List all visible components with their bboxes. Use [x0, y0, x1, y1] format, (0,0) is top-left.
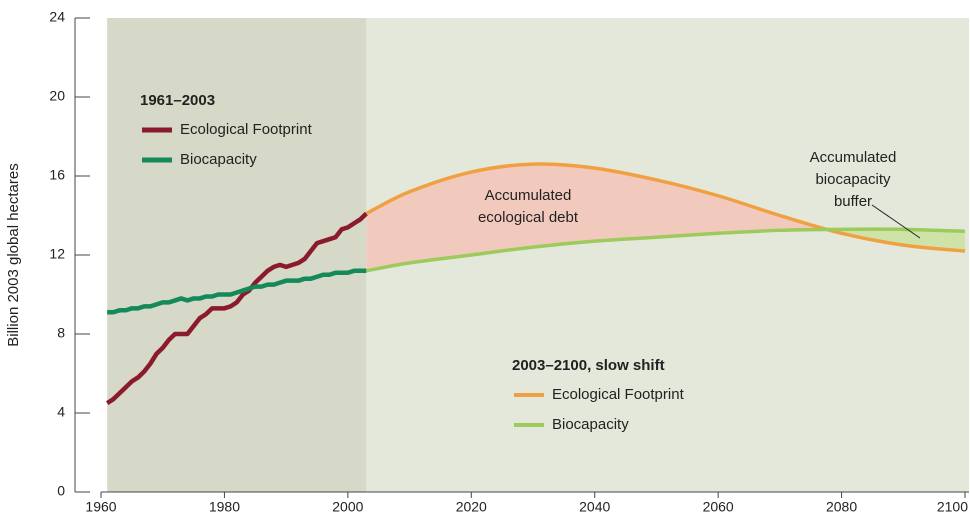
x-tick-label: 1980 — [209, 499, 240, 515]
y-tick-label: 12 — [49, 246, 65, 262]
y-tick-label: 8 — [57, 325, 65, 341]
series-line — [107, 268, 367, 315]
legend-title: 1961–2003 — [140, 92, 215, 109]
legend-label: Biocapacity — [552, 416, 629, 433]
annotation: Accumulated — [485, 187, 572, 204]
x-tick-label: 2100 — [937, 499, 968, 515]
x-tick-label: 1960 — [85, 499, 116, 515]
legend-label: Biocapacity — [180, 151, 257, 168]
y-tick-label: 0 — [57, 483, 65, 499]
y-tick-label: 20 — [49, 88, 65, 104]
series-line — [365, 162, 966, 253]
series-line — [105, 211, 368, 406]
x-tick-label: 2060 — [703, 499, 734, 515]
y-tick-label: 24 — [49, 9, 65, 25]
annotation: buffer — [834, 193, 872, 210]
y-tick-label: 4 — [57, 404, 65, 420]
x-tick-label: 2040 — [579, 499, 610, 515]
x-tick-label: 2000 — [332, 499, 363, 515]
legend-title: 2003–2100, slow shift — [512, 357, 665, 374]
leader-line — [871, 204, 921, 239]
x-tick-label: 2020 — [456, 499, 487, 515]
annotation: ecological debt — [478, 209, 579, 226]
annotation: Accumulated — [810, 149, 897, 166]
buffer-area — [828, 229, 965, 252]
annotation: biocapacity — [815, 171, 891, 188]
legend-label: Ecological Footprint — [552, 386, 685, 403]
y-tick-label: 16 — [49, 167, 65, 183]
debt-area — [366, 164, 829, 271]
y-axis-label: Billion 2003 global hectares — [5, 163, 22, 346]
period-background — [107, 18, 367, 492]
x-tick-label: 2080 — [826, 499, 857, 515]
series-line — [366, 227, 966, 273]
legend-label: Ecological Footprint — [180, 121, 313, 138]
